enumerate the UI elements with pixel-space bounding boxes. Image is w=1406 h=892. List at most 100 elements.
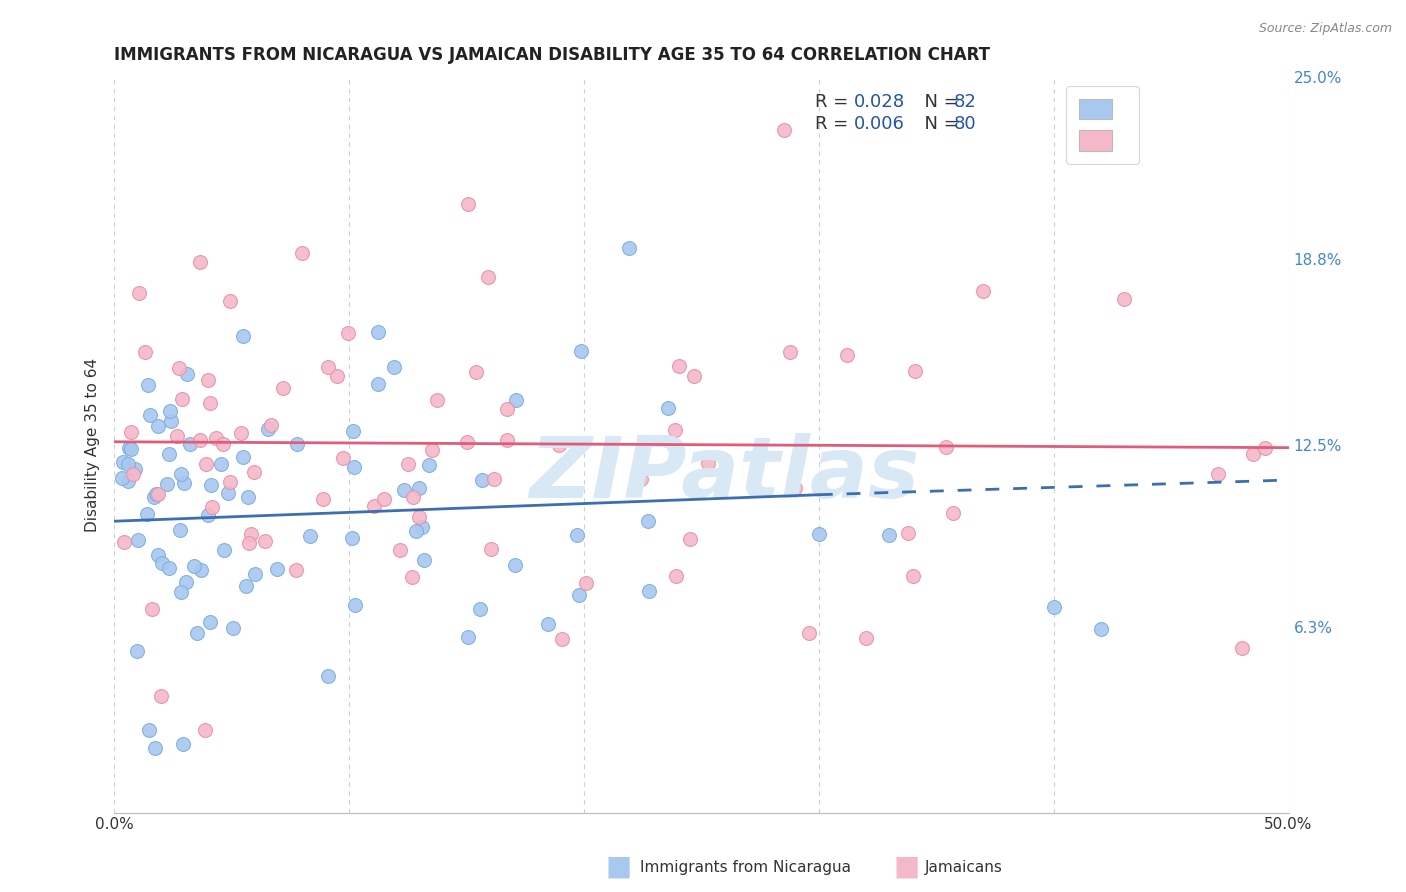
Point — [156, 476, 179, 491]
Point — [342, 425, 364, 439]
Point — [170, 392, 193, 406]
Point — [120, 442, 142, 456]
Point — [169, 360, 191, 375]
Point — [146, 487, 169, 501]
Point — [664, 423, 686, 437]
Point — [134, 345, 156, 359]
Point — [401, 570, 423, 584]
Point — [619, 241, 641, 255]
Point — [367, 325, 389, 339]
Point — [118, 441, 141, 455]
Point — [665, 569, 688, 583]
Text: ZIPatlas: ZIPatlas — [530, 433, 920, 516]
Point — [418, 458, 440, 472]
Point — [942, 506, 965, 520]
Point — [772, 123, 794, 137]
Text: R =: R = — [815, 93, 855, 111]
Point — [120, 425, 142, 439]
Point — [807, 526, 830, 541]
Point — [188, 433, 211, 447]
Point — [245, 567, 267, 582]
Point — [382, 360, 405, 375]
Text: IMMIGRANTS FROM NICARAGUA VS JAMAICAN DISABILITY AGE 35 TO 64 CORRELATION CHART: IMMIGRANTS FROM NICARAGUA VS JAMAICAN DI… — [114, 46, 990, 64]
Point — [1114, 292, 1136, 306]
Point — [112, 535, 135, 549]
Point — [166, 429, 188, 443]
Point — [1241, 447, 1264, 461]
Point — [229, 426, 252, 441]
Text: N =: N = — [912, 93, 965, 111]
Point — [1254, 441, 1277, 455]
Point — [344, 598, 367, 612]
Point — [477, 269, 499, 284]
Point — [901, 569, 924, 583]
Point — [197, 508, 219, 522]
Text: N =: N = — [912, 115, 965, 133]
Point — [146, 418, 169, 433]
Point — [495, 434, 517, 448]
Point — [799, 625, 821, 640]
Point — [285, 563, 308, 577]
Point — [426, 392, 449, 407]
Text: ■: ■ — [606, 853, 631, 881]
Point — [568, 588, 591, 602]
Point — [408, 510, 430, 524]
Text: 80: 80 — [953, 115, 977, 133]
Point — [212, 543, 235, 558]
Point — [205, 431, 228, 445]
Point — [287, 436, 309, 450]
Point — [679, 532, 702, 546]
Point — [779, 344, 801, 359]
Point — [575, 576, 598, 591]
Point — [411, 520, 433, 534]
Point — [465, 365, 488, 379]
Point — [127, 533, 149, 547]
Point — [456, 435, 478, 450]
Point — [402, 490, 425, 504]
Point — [855, 631, 877, 645]
Point — [551, 632, 574, 646]
Legend: , : , — [1066, 86, 1139, 164]
Point — [201, 500, 224, 515]
Point — [637, 514, 659, 528]
Point — [336, 326, 359, 341]
Text: 0.006: 0.006 — [853, 115, 905, 133]
Point — [200, 395, 222, 409]
Point — [392, 483, 415, 498]
Point — [332, 450, 354, 465]
Point — [190, 563, 212, 577]
Point — [457, 197, 479, 211]
Point — [935, 440, 957, 454]
Point — [188, 255, 211, 269]
Point — [117, 457, 139, 471]
Point — [173, 476, 195, 491]
Point — [176, 368, 198, 382]
Point — [169, 467, 191, 481]
Point — [271, 381, 294, 395]
Point — [211, 436, 233, 450]
Point — [112, 455, 135, 469]
Point — [232, 450, 254, 465]
Point — [565, 528, 588, 542]
Point — [157, 561, 180, 575]
Point — [896, 525, 918, 540]
Point — [219, 293, 242, 308]
Point — [138, 723, 160, 738]
Point — [422, 442, 444, 457]
Point — [145, 740, 167, 755]
Point — [232, 329, 254, 343]
Point — [122, 467, 145, 482]
Point — [479, 542, 502, 557]
Point — [682, 369, 704, 384]
Point — [200, 477, 222, 491]
Point — [785, 481, 807, 495]
Point — [630, 472, 652, 486]
Point — [569, 344, 592, 359]
Point — [145, 487, 167, 501]
Point — [197, 373, 219, 387]
Point — [238, 536, 260, 550]
Text: Immigrants from Nicaragua: Immigrants from Nicaragua — [640, 860, 851, 874]
Point — [408, 481, 430, 495]
Point — [405, 524, 427, 538]
Point — [194, 723, 217, 738]
